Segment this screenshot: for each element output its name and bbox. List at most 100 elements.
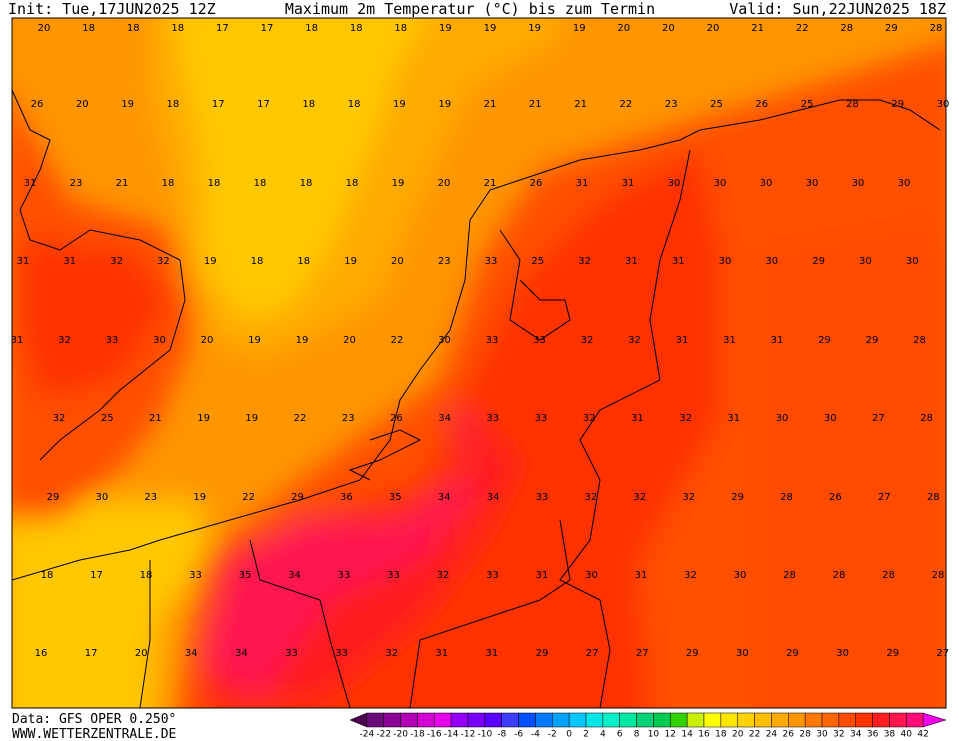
temperature-label: 21 (116, 178, 129, 189)
temperature-label: 19 (573, 23, 586, 34)
temperature-label: 30 (438, 335, 451, 346)
temperature-labels: 20 18 18 18 17 17 18 18 18 19 19 19 19 20 20 20 21 22 28 29… (11, 23, 950, 659)
legend-swatch (434, 712, 452, 728)
temperature-label: 22 (391, 335, 404, 346)
temperature-label: 32 (682, 492, 695, 503)
temperature-label: 19 (121, 99, 134, 110)
temperature-label: 18 (394, 23, 407, 34)
temperature-label: 34 (185, 648, 198, 659)
temperature-label: 32 (578, 256, 591, 267)
temperature-label: 19 (344, 256, 357, 267)
temperature-label: 33 (486, 335, 499, 346)
temperature-label: 18 (167, 99, 180, 110)
temperature-label: 28 (932, 570, 945, 581)
legend-swatch (906, 712, 924, 728)
temperature-label: 18 (297, 256, 310, 267)
temperature-label: 30 (734, 570, 747, 581)
map-frame (11, 17, 947, 709)
temperature-label: 23 (438, 256, 451, 267)
temperature-label: 18 (127, 23, 140, 34)
legend-swatch (366, 712, 384, 728)
temperature-label: 33 (486, 570, 499, 581)
temperature-label: 23 (342, 413, 355, 424)
temperature-label: 28 (783, 570, 796, 581)
temperature-label: 33 (387, 570, 400, 581)
temperature-label: 30 (806, 178, 819, 189)
temperature-label: 32 (583, 413, 596, 424)
legend-label: 36 (867, 730, 879, 740)
temperature-label: 19 (248, 335, 261, 346)
legend-swatch (838, 712, 856, 728)
temperature-label: 29 (536, 648, 549, 659)
temperature-label: 22 (796, 23, 809, 34)
temperature-label: 19 (439, 23, 452, 34)
legend-swatch (889, 712, 907, 728)
legend-label: 40 (901, 730, 913, 740)
temperature-label: 36 (340, 492, 353, 503)
temperature-label: 26 (530, 178, 543, 189)
legend-swatch (670, 712, 688, 728)
temperature-label: 25 (801, 99, 814, 110)
legend-label: -4 (531, 730, 540, 740)
temperature-label: 18 (140, 570, 153, 581)
temperature-label: 28 (882, 570, 895, 581)
temperature-label: 33 (535, 413, 548, 424)
temperature-label: 19 (392, 178, 405, 189)
temperature-label: 28 (780, 492, 793, 503)
temperature-label: 28 (846, 99, 859, 110)
temperature-label: 32 (437, 570, 450, 581)
legend-swatch (619, 712, 637, 728)
legend-label: -22 (376, 730, 391, 740)
temperature-label: 20 (707, 23, 720, 34)
legend-swatch (518, 712, 536, 728)
temperature-label: 28 (930, 23, 943, 34)
temperature-label: 27 (878, 492, 891, 503)
legend-label: 34 (850, 730, 862, 740)
temperature-label: 33 (533, 335, 546, 346)
legend-label: 8 (634, 730, 640, 740)
temperature-label: 34 (438, 492, 451, 503)
temperature-label: 18 (162, 178, 175, 189)
temperature-label: 29 (786, 648, 799, 659)
temperature-label: 26 (31, 99, 44, 110)
temperature-label: 21 (574, 99, 587, 110)
legend-label: -20 (393, 730, 408, 740)
temperature-label: 19 (528, 23, 541, 34)
temperature-label: 19 (245, 413, 258, 424)
temperature-label: 18 (171, 23, 184, 34)
legend-label: 24 (766, 730, 778, 740)
temperature-label: 18 (254, 178, 267, 189)
legend-label: 42 (917, 730, 928, 740)
temperature-label: 25 (531, 256, 544, 267)
temperature-label: 31 (63, 256, 76, 267)
legend-label: -10 (478, 730, 493, 740)
temperature-label: 32 (157, 256, 170, 267)
legend-swatch (568, 712, 587, 728)
temperature-label: 32 (633, 492, 646, 503)
temperature-label: 21 (751, 23, 764, 34)
legend-swatch (467, 712, 486, 728)
legend-swatch (855, 712, 873, 728)
temperature-label: 29 (891, 99, 904, 110)
temperature-label: 30 (736, 648, 749, 659)
temperature-label: 31 (435, 648, 448, 659)
temperature-label: 28 (840, 23, 853, 34)
temperature-label: 17 (257, 99, 270, 110)
temperature-label: 21 (484, 178, 497, 189)
legend-swatch (585, 712, 604, 728)
init-time: Init: Tue,17JUN2025 12Z (8, 0, 216, 18)
temperature-label: 31 (576, 178, 589, 189)
temperature-label: 18 (41, 570, 54, 581)
legend-label: 22 (749, 730, 760, 740)
temperature-label: 20 (391, 256, 404, 267)
temperature-label: 21 (149, 413, 162, 424)
temperature-label: 18 (350, 23, 363, 34)
coastlines (12, 89, 941, 708)
legend-swatch (501, 712, 519, 728)
temperature-label: 17 (90, 570, 103, 581)
legend-label: -2 (548, 730, 557, 740)
temperature-label: 30 (153, 335, 166, 346)
temperature-label: 23 (144, 492, 157, 503)
temperature-label: 30 (96, 492, 109, 503)
legend-label: 4 (600, 730, 606, 740)
